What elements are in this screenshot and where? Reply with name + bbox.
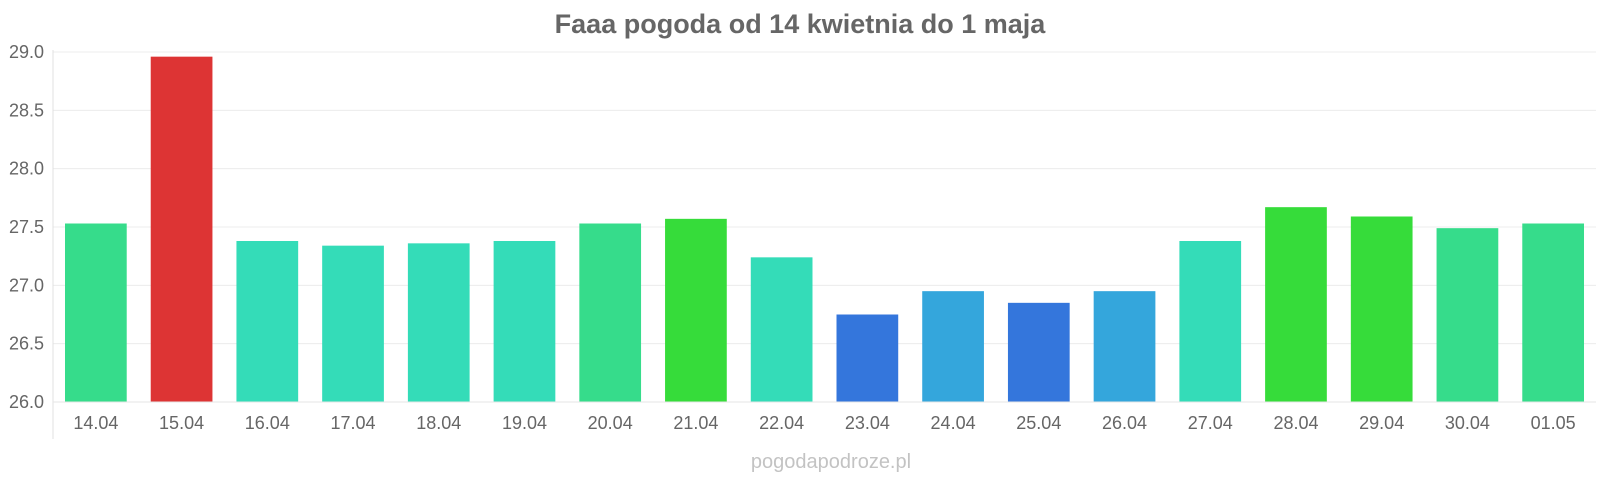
- gridlines: [53, 51, 1596, 345]
- x-tick-label: 01.05: [1531, 413, 1576, 433]
- bar-14.04: [65, 223, 127, 402]
- x-tick-label: 28.04: [1273, 413, 1318, 433]
- x-tick-label: 22.04: [759, 413, 804, 433]
- bar-29.04: [1350, 216, 1413, 402]
- bar-28.04: [1265, 207, 1327, 402]
- y-tick-label: 28.5: [9, 100, 44, 120]
- x-tick-label: 18.04: [416, 413, 461, 433]
- x-tick-label: 20.04: [588, 413, 633, 433]
- y-tick-label: 26.5: [9, 334, 44, 354]
- bar-23.04: [836, 314, 899, 402]
- y-axis-ticks: 26.0 26.5 27.0 27.5 28.0 28.5 29.0: [9, 42, 44, 412]
- x-tick-label: 29.04: [1359, 413, 1404, 433]
- bar-19.04: [493, 241, 556, 402]
- y-tick-label: 27.0: [9, 275, 44, 295]
- x-axis-ticks: 14.04 15.04 16.04 17.04 18.04 19.04 20.04 21.04…: [73, 413, 1575, 433]
- bar-20.04: [579, 223, 642, 402]
- bar-21.04: [665, 218, 727, 402]
- y-tick-label: 29.0: [9, 42, 44, 62]
- bar-22.04: [750, 257, 813, 402]
- y-tick-label: 26.0: [9, 392, 44, 412]
- bar-15.04: [150, 56, 213, 403]
- x-tick-label: 25.04: [1016, 413, 1061, 433]
- x-tick-label: 30.04: [1445, 413, 1490, 433]
- bar-01.05: [1522, 223, 1584, 402]
- bar-27.04: [1179, 241, 1242, 402]
- bar-16.04: [236, 241, 299, 402]
- bar-17.04: [322, 245, 384, 402]
- bars: [65, 56, 1584, 403]
- x-tick-label: 27.04: [1188, 413, 1233, 433]
- bar-25.04: [1007, 302, 1070, 402]
- x-tick-label: 19.04: [502, 413, 547, 433]
- x-tick-label: 14.04: [73, 413, 118, 433]
- x-tick-label: 16.04: [245, 413, 290, 433]
- bar-26.04: [1093, 291, 1156, 402]
- bar-24.04: [922, 291, 984, 402]
- x-tick-label: 17.04: [331, 413, 376, 433]
- y-tick-label: 27.5: [9, 217, 44, 237]
- axes: [52, 50, 1596, 439]
- y-tick-label: 28.0: [9, 159, 44, 179]
- x-tick-label: 15.04: [159, 413, 204, 433]
- x-tick-label: 26.04: [1102, 413, 1147, 433]
- chart-title: Faaa pogoda od 14 kwietnia do 1 maja: [555, 9, 1047, 39]
- x-tick-label: 24.04: [931, 413, 976, 433]
- bar-30.04: [1436, 228, 1499, 402]
- x-tick-label: 23.04: [845, 413, 890, 433]
- x-tick-label: 21.04: [673, 413, 718, 433]
- bar-18.04: [407, 243, 470, 402]
- watermark: pogodapodroze.pl: [751, 451, 911, 473]
